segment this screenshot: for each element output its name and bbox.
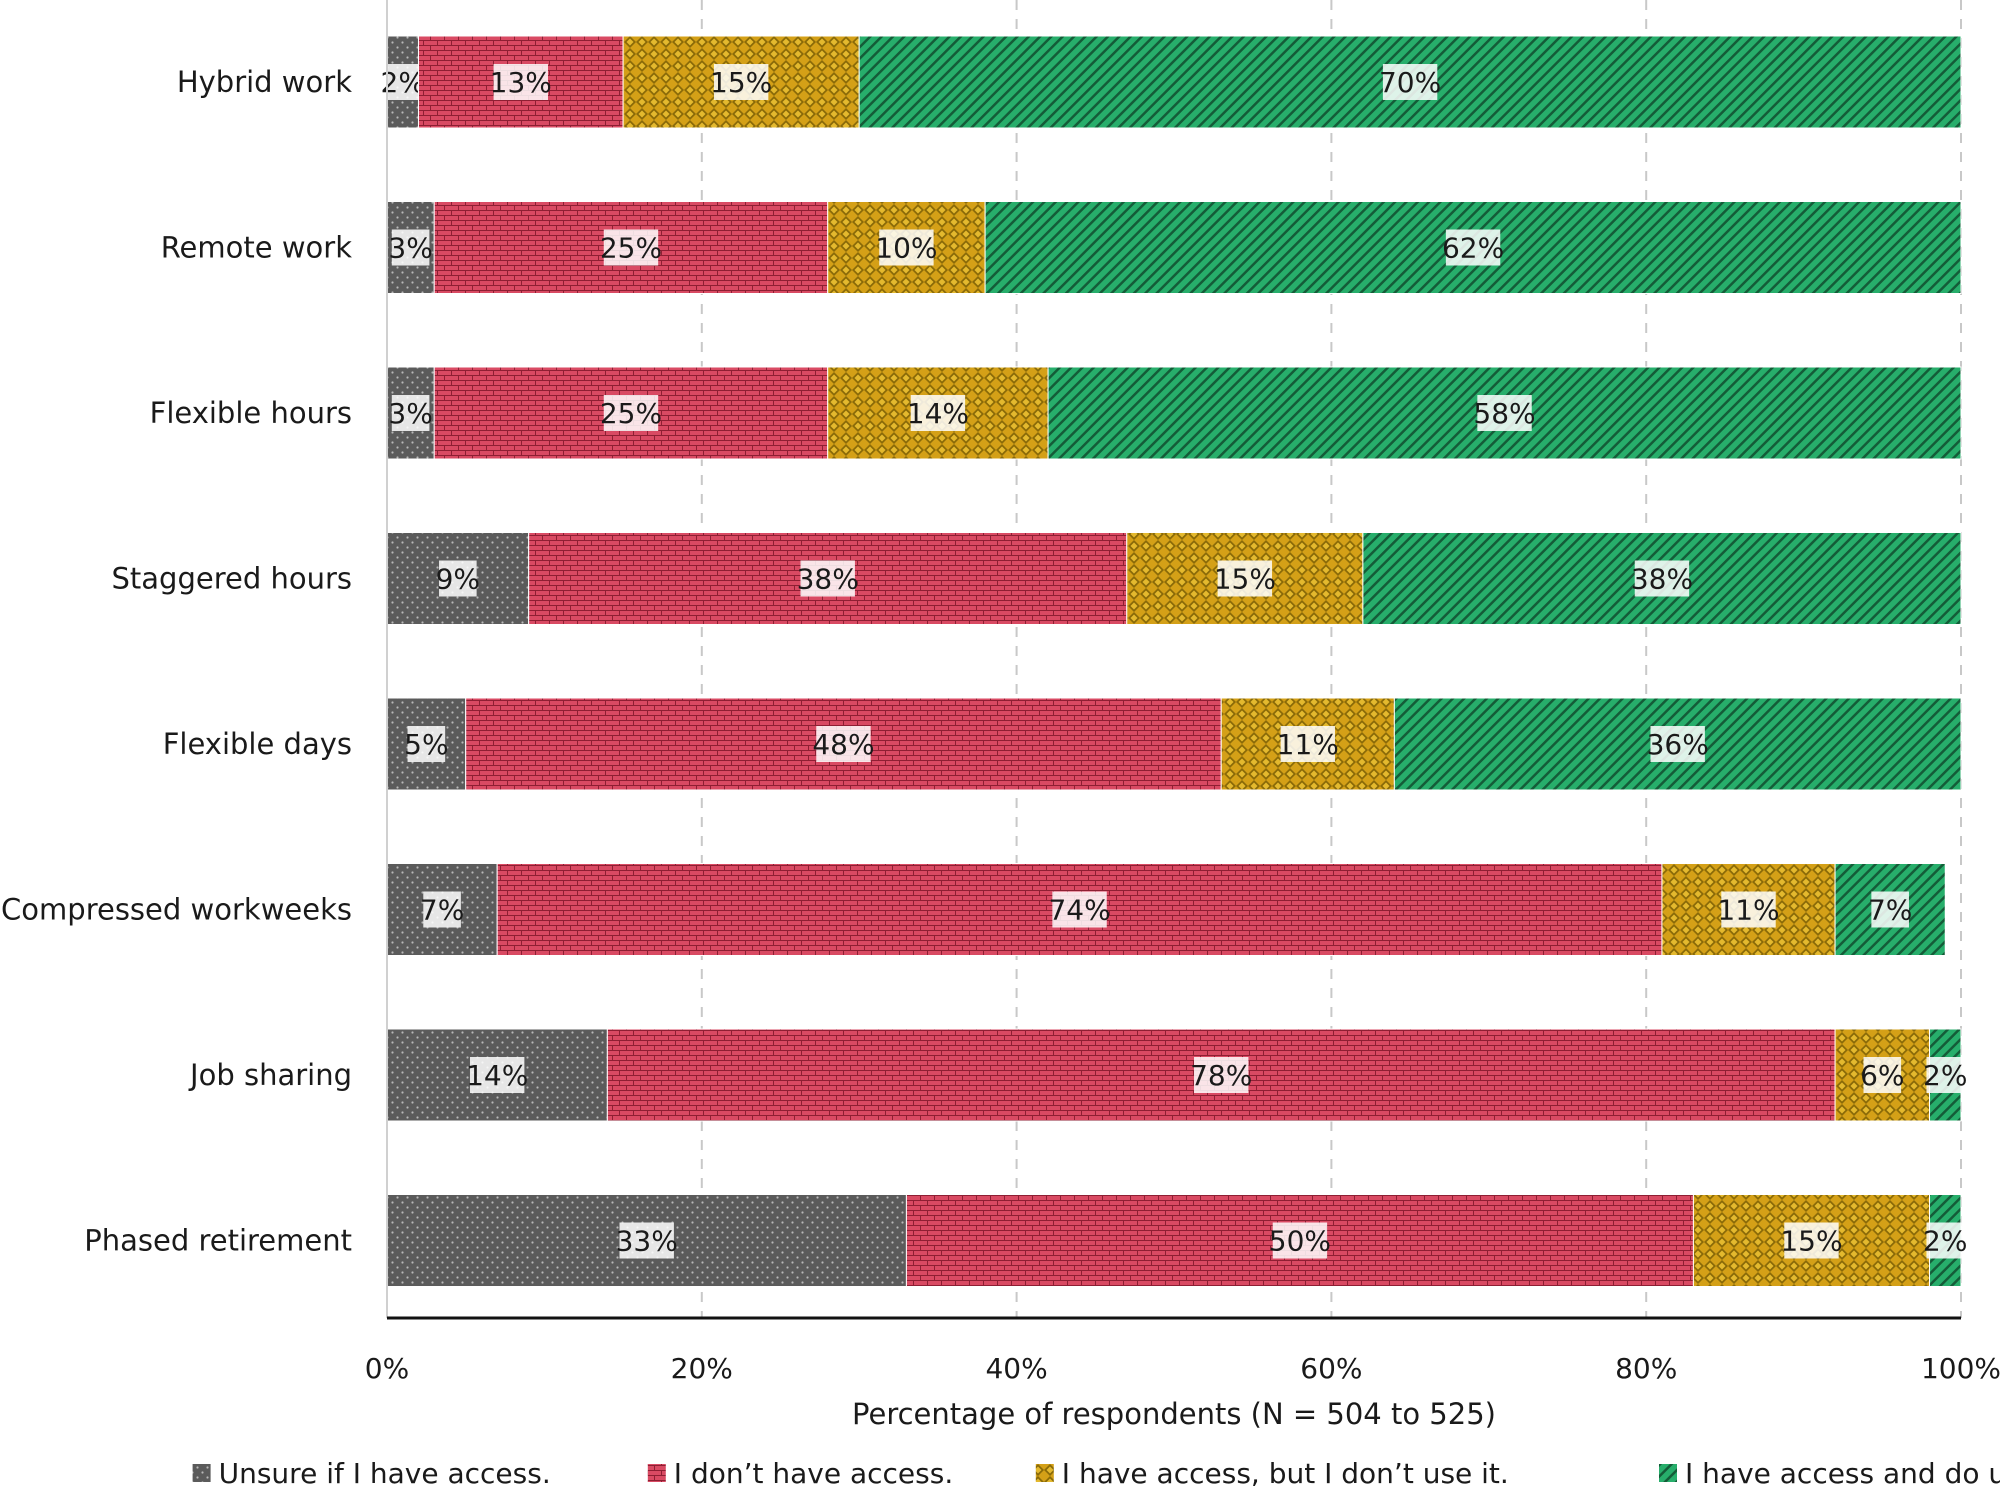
value-label-job-sharing-i-don-t-have-access: 78% [1190, 1059, 1252, 1092]
value-label-bg-phased-retirement-i-don-t-have-access [1272, 1222, 1328, 1259]
x-tick-label-60: 60% [1300, 1352, 1362, 1385]
value-label-bg-job-sharing-i-have-access-but-i-don-t-use-it [1863, 1057, 1902, 1093]
value-label-bg-compressed-workweeks-i-have-access-and-do-use-it [1871, 891, 1909, 928]
value-label-flexible-days-unsure-if-i-have-access: 5% [404, 728, 448, 761]
legend-label-i-have-access-and-do-use-it: I have access and do use it. [1685, 1457, 2000, 1490]
category-label-compressed-workweeks: Compressed workweeks [1, 893, 352, 927]
legend-label-i-don-t-have-access: I don’t have access. [674, 1457, 953, 1490]
value-label-remote-work-unsure-if-i-have-access: 3% [388, 232, 432, 265]
legend-label-unsure-if-i-have-access: Unsure if I have access. [219, 1457, 551, 1490]
value-label-staggered-hours-i-have-access-and-do-use-it: 38% [1631, 563, 1693, 596]
value-label-phased-retirement-i-don-t-have-access: 50% [1269, 1225, 1331, 1258]
value-label-flexible-days-i-have-access-but-i-don-t-use-it: 11% [1277, 728, 1339, 761]
value-label-bg-compressed-workweeks-unsure-if-i-have-access [423, 891, 461, 928]
value-label-bg-flexible-hours-i-have-access-and-do-use-it [1477, 395, 1532, 431]
value-label-hybrid-work-i-have-access-but-i-don-t-use-it: 15% [710, 66, 772, 99]
value-label-bg-flexible-days-i-have-access-but-i-don-t-use-it [1280, 726, 1335, 762]
value-label-compressed-workweeks-i-don-t-have-access: 74% [1048, 894, 1110, 927]
value-label-bg-remote-work-i-have-access-and-do-use-it [1445, 229, 1501, 266]
value-label-bg-hybrid-work-i-have-access-and-do-use-it [1382, 64, 1438, 100]
value-label-flexible-hours-i-have-access-but-i-don-t-use-it: 14% [907, 397, 969, 430]
value-label-job-sharing-i-have-access-and-do-use-it: 2% [1923, 1059, 1967, 1092]
category-label-remote-work: Remote work [161, 231, 352, 265]
value-label-bg-hybrid-work-i-don-t-have-access [493, 64, 548, 100]
value-label-remote-work-i-don-t-have-access: 25% [600, 232, 662, 265]
value-label-bg-flexible-days-unsure-if-i-have-access [407, 726, 446, 762]
value-label-bg-phased-retirement-i-have-access-but-i-don-t-use-it [1784, 1222, 1839, 1259]
category-label-job-sharing: Job sharing [188, 1058, 352, 1092]
x-tick-label-0: 0% [365, 1352, 409, 1385]
value-label-phased-retirement-unsure-if-i-have-access: 33% [616, 1225, 678, 1258]
category-label-phased-retirement: Phased retirement [84, 1224, 352, 1258]
value-label-bg-flexible-days-i-don-t-have-access [816, 726, 871, 762]
value-label-job-sharing-i-have-access-but-i-don-t-use-it: 6% [1860, 1059, 1904, 1092]
legend: Unsure if I have access. I don’t have acc… [192, 1457, 2000, 1490]
legend-swatch-unsure-if-i-have-access [192, 1464, 211, 1482]
value-label-bg-compressed-workweeks-i-don-t-have-access [1052, 891, 1107, 928]
value-label-flexible-hours-i-have-access-and-do-use-it: 58% [1473, 397, 1535, 430]
value-label-remote-work-i-have-access-and-do-use-it: 62% [1442, 232, 1504, 265]
value-label-bg-job-sharing-i-don-t-have-access [1194, 1057, 1249, 1093]
legend-label-i-have-access-but-i-don-t-use-it: I have access, but I don’t use it. [1062, 1457, 1509, 1490]
x-tick-label-20: 20% [671, 1352, 733, 1385]
value-label-bg-job-sharing-unsure-if-i-have-access [469, 1057, 525, 1093]
x-tick-label-80: 80% [1615, 1352, 1677, 1385]
x-tick-label-100: 100% [1921, 1352, 2000, 1385]
value-label-flexible-hours-unsure-if-i-have-access: 3% [388, 397, 432, 430]
value-label-bg-staggered-hours-unsure-if-i-have-access [439, 560, 477, 597]
value-label-bg-staggered-hours-i-don-t-have-access [800, 560, 855, 597]
value-label-staggered-hours-unsure-if-i-have-access: 9% [436, 563, 480, 596]
value-label-phased-retirement-i-have-access-and-do-use-it: 2% [1923, 1225, 1967, 1258]
value-label-bg-remote-work-i-don-t-have-access [603, 229, 659, 266]
value-label-bg-staggered-hours-i-have-access-and-do-use-it [1634, 560, 1690, 597]
x-tick-label-40: 40% [985, 1352, 1047, 1385]
legend-swatch-i-don-t-have-access [647, 1464, 666, 1482]
category-label-flexible-hours: Flexible hours [150, 396, 352, 430]
value-label-flexible-days-i-have-access-and-do-use-it: 36% [1647, 728, 1709, 761]
value-label-bg-flexible-hours-i-have-access-but-i-don-t-use-it [910, 395, 966, 431]
x-axis-title: Percentage of respondents (N = 504 to 52… [852, 1397, 1496, 1431]
category-label-hybrid-work: Hybrid work [177, 65, 352, 99]
value-label-bg-job-sharing-i-have-access-and-do-use-it [1926, 1057, 1965, 1093]
value-label-remote-work-i-have-access-but-i-don-t-use-it: 10% [875, 232, 937, 265]
category-label-flexible-days: Flexible days [163, 727, 352, 761]
value-label-compressed-workweeks-i-have-access-but-i-don-t-use-it: 11% [1717, 894, 1779, 927]
bar-segment-staggered-hours-unsure-if-i-have-access [386, 532, 530, 625]
value-label-flexible-days-i-don-t-have-access: 48% [812, 728, 874, 761]
value-label-bg-flexible-hours-unsure-if-i-have-access [391, 395, 430, 431]
value-label-bg-flexible-hours-i-don-t-have-access [603, 395, 659, 431]
value-label-staggered-hours-i-don-t-have-access: 38% [797, 563, 859, 596]
value-label-bg-phased-retirement-unsure-if-i-have-access [619, 1222, 674, 1259]
value-label-bg-remote-work-unsure-if-i-have-access [391, 229, 430, 266]
axes: 0% 20% 40% 60% 80% 100% Hybrid work Remote work… [1, 0, 2000, 1385]
value-label-bg-phased-retirement-i-have-access-and-do-use-it [1926, 1222, 1965, 1259]
value-label-phased-retirement-i-have-access-but-i-don-t-use-it: 15% [1780, 1225, 1842, 1258]
value-label-compressed-workweeks-i-have-access-and-do-use-it: 7% [1868, 894, 1912, 927]
value-label-bg-hybrid-work-i-have-access-but-i-don-t-use-it [713, 64, 769, 100]
category-label-staggered-hours: Staggered hours [112, 562, 353, 596]
legend-swatch-i-have-access-and-do-use-it [1659, 1464, 1677, 1482]
value-label-bg-remote-work-i-have-access-but-i-don-t-use-it [879, 229, 934, 266]
value-label-flexible-hours-i-don-t-have-access: 25% [600, 397, 662, 430]
value-label-bg-staggered-hours-i-have-access-but-i-don-t-use-it [1217, 560, 1273, 597]
bars: 2% 13% 15% 70% 3% 25% 10% 62% 3% 25% 14% 58% 9% 38% 15… [381, 35, 1967, 1287]
value-label-job-sharing-unsure-if-i-have-access: 14% [466, 1059, 528, 1092]
value-label-hybrid-work-i-don-t-have-access: 13% [490, 66, 552, 99]
value-label-bg-hybrid-work-unsure-if-i-have-access [383, 64, 422, 100]
value-label-staggered-hours-i-have-access-but-i-don-t-use-it: 15% [1214, 563, 1276, 596]
value-label-hybrid-work-i-have-access-and-do-use-it: 70% [1379, 66, 1441, 99]
value-label-bg-compressed-workweeks-i-have-access-but-i-don-t-use-it [1721, 891, 1776, 928]
value-label-bg-flexible-days-i-have-access-and-do-use-it [1650, 726, 1705, 762]
value-label-compressed-workweeks-unsure-if-i-have-access: 7% [420, 894, 464, 927]
legend-swatch-i-have-access-but-i-don-t-use-it [1035, 1464, 1054, 1482]
